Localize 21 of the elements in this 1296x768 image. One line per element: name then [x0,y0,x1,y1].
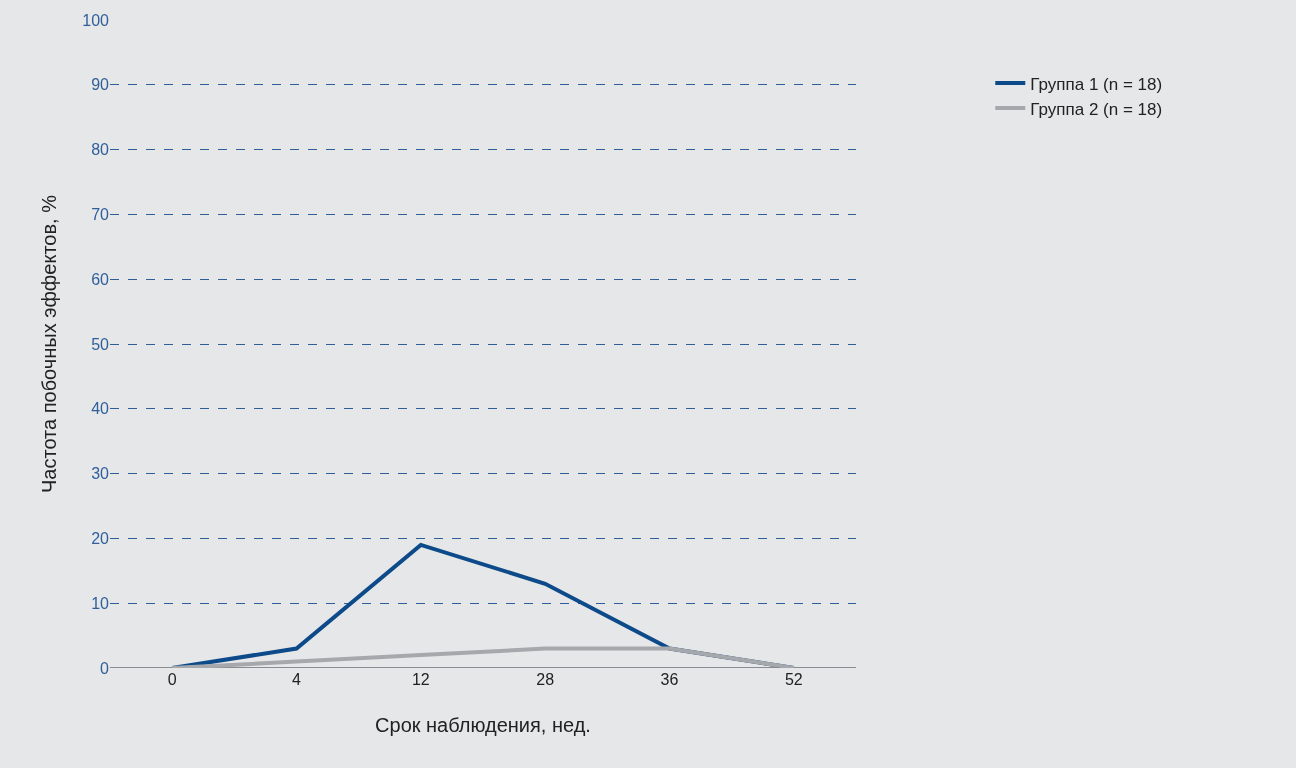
x-axis-title: Срок наблюдения, нед. [375,713,591,736]
x-tick-label: 52 [784,671,803,688]
x-tick-label: 0 [167,671,177,688]
y-tick-label: 0 [100,659,110,677]
y-tick-label: 40 [91,400,110,418]
y-tick-label: 20 [91,530,110,547]
y-tick-label: 70 [91,206,110,223]
y-tick-label: 60 [91,270,110,288]
y-tick-label: 80 [91,141,110,159]
x-tick-label: 12 [411,671,430,688]
y-axis-title: Частота побочных эффектов, % [37,194,60,493]
y-tick-label: 50 [91,335,110,353]
x-tick-label: 4 [292,671,302,688]
y-tick-label: 90 [91,76,110,94]
x-tick-label: 28 [536,671,555,688]
y-tick-label: 10 [91,594,110,612]
y-tick-label: 100 [82,11,110,29]
x-tick-label: 36 [660,671,679,688]
legend-label: Группа 2 (n = 18) [1030,99,1163,119]
y-tick-label: 30 [91,465,110,483]
legend-label: Группа 1 (n = 18) [1030,74,1163,94]
